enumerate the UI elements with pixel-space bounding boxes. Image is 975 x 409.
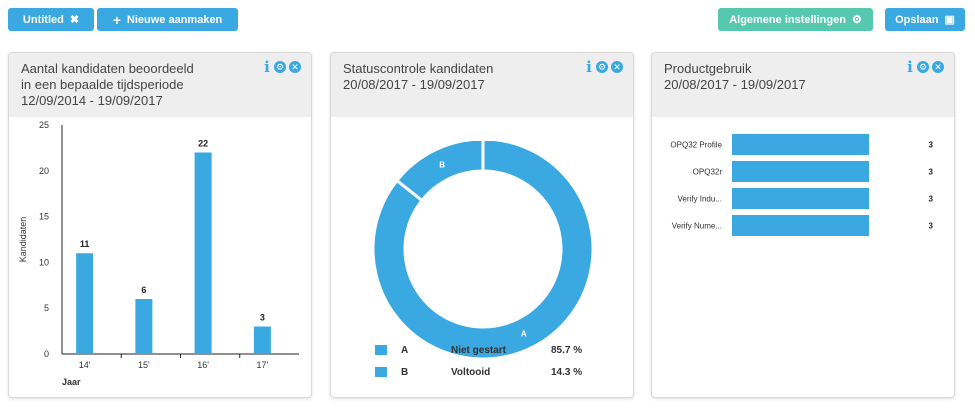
close-icon[interactable]: ✕ [611, 61, 623, 73]
bar [194, 152, 212, 354]
gear-icon[interactable]: ⚙ [274, 61, 286, 73]
bar-value-label: 3 [929, 222, 934, 231]
bar-chart: 0 5 10 15 20 25 11 14' 6 15' 22 16' 3 17' Kandidaten Ja… [18, 120, 299, 387]
category-label: OPQ32r [693, 168, 723, 177]
y-axis-title: Kandidaten [18, 217, 28, 263]
hbar [732, 161, 869, 182]
general-settings-label: Algemene instellingen [729, 13, 846, 26]
slice-label: B [439, 160, 445, 169]
legend-item-a: A Niet gestart 85.7 % [375, 345, 615, 367]
legend-name: Niet gestart [451, 345, 507, 356]
donut-slice [371, 141, 595, 361]
info-icon[interactable]: i [586, 57, 592, 76]
save-label: Opslaan [895, 13, 939, 26]
hbar [732, 188, 869, 209]
legend-swatch [375, 367, 387, 377]
x-tick-label: 16' [197, 360, 209, 370]
bar-value-label: 11 [80, 239, 90, 249]
bar [253, 326, 271, 354]
legend-name: Voltooid [451, 367, 491, 378]
new-button[interactable]: + Nieuwe aanmaken [97, 8, 238, 31]
category-label: Verify Nume... [672, 222, 722, 231]
plus-icon: + [112, 11, 121, 28]
card-period: 20/08/2017 - 19/09/2017 [343, 77, 485, 92]
y-tick-label: 10 [39, 257, 49, 267]
card-period: 12/09/2014 - 19/09/2017 [21, 93, 163, 108]
y-tick-label: 15 [39, 212, 49, 222]
product-usage-chart: OPQ32 Profile 3 OPQ32r 3 Verify Indu... 3 Veri… [670, 134, 934, 236]
donut-legend: A Niet gestart 85.7 % B Voltooid 14.3 % [375, 345, 615, 389]
gear-icon: ⚙ [851, 14, 862, 26]
untitled-label: Untitled [22, 13, 64, 26]
bar-value-label: 6 [141, 285, 146, 295]
status-check-card: Statuscontrole kandidaten 20/08/2017 - 1… [330, 52, 634, 398]
card-title-line1: Aantal kandidaten beoordeeld [21, 61, 194, 76]
slice-label: A [521, 330, 527, 339]
card-title: Statuscontrole kandidaten [343, 61, 494, 76]
info-icon[interactable]: i [264, 57, 270, 76]
card-header: Aantal kandidaten beoordeeld in een bepa… [9, 53, 311, 117]
legend-swatch [375, 345, 387, 355]
bar-value-label: 22 [198, 138, 208, 148]
close-icon[interactable]: ✕ [289, 61, 301, 73]
gear-icon[interactable]: ⚙ [596, 61, 608, 73]
card-title: Productgebruik [664, 61, 752, 76]
new-button-label: Nieuwe aanmaken [126, 13, 223, 26]
bar-value-label: 3 [929, 141, 934, 150]
y-tick-label: 20 [39, 166, 49, 176]
card-header: Productgebruik 20/08/2017 - 19/09/2017 i… [652, 53, 954, 117]
donut-chart: AB [371, 141, 595, 361]
info-icon[interactable]: i [907, 57, 913, 76]
untitled-tab-button[interactable]: Untitled ✖ [8, 8, 94, 31]
floppy-disk-icon: ▣ [944, 14, 955, 26]
category-label: OPQ32 Profile [670, 141, 722, 150]
hbar [732, 215, 869, 236]
legend-label: A [401, 345, 409, 356]
card-header: Statuscontrole kandidaten 20/08/2017 - 1… [331, 53, 633, 117]
candidates-assessed-card: Aantal kandidaten beoordeeld in een bepa… [8, 52, 312, 398]
bar-value-label: 3 [260, 313, 265, 323]
legend-percent: 14.3 % [551, 367, 583, 378]
legend-label: B [401, 367, 409, 378]
donut-slice [394, 141, 485, 203]
bar [76, 253, 94, 354]
card-title-line2: in een bepaalde tijdsperiode [21, 77, 184, 92]
y-tick-label: 0 [44, 349, 49, 359]
x-tick-label: 14' [79, 360, 91, 370]
x-tick-label: 15' [138, 360, 150, 370]
close-icon[interactable]: ✕ [932, 61, 944, 73]
legend-percent: 85.7 % [551, 345, 583, 356]
legend-item-b: B Voltooid 14.3 % [375, 367, 615, 389]
bar-value-label: 3 [929, 168, 934, 177]
gear-icon[interactable]: ⚙ [917, 61, 929, 73]
category-label: Verify Indu... [678, 195, 722, 204]
save-button[interactable]: Opslaan ▣ [885, 8, 965, 31]
card-period: 20/08/2017 - 19/09/2017 [664, 77, 806, 92]
hbar [732, 134, 869, 155]
y-tick-label: 25 [39, 120, 49, 130]
product-usage-card: Productgebruik 20/08/2017 - 19/09/2017 i… [651, 52, 955, 398]
x-axis-title: Jaar [62, 377, 81, 387]
bar [135, 299, 153, 354]
close-icon[interactable]: ✖ [69, 14, 80, 26]
bar-value-label: 3 [929, 195, 934, 204]
general-settings-button[interactable]: Algemene instellingen ⚙ [718, 8, 873, 31]
x-tick-label: 17' [257, 360, 269, 370]
y-tick-label: 5 [44, 303, 49, 313]
